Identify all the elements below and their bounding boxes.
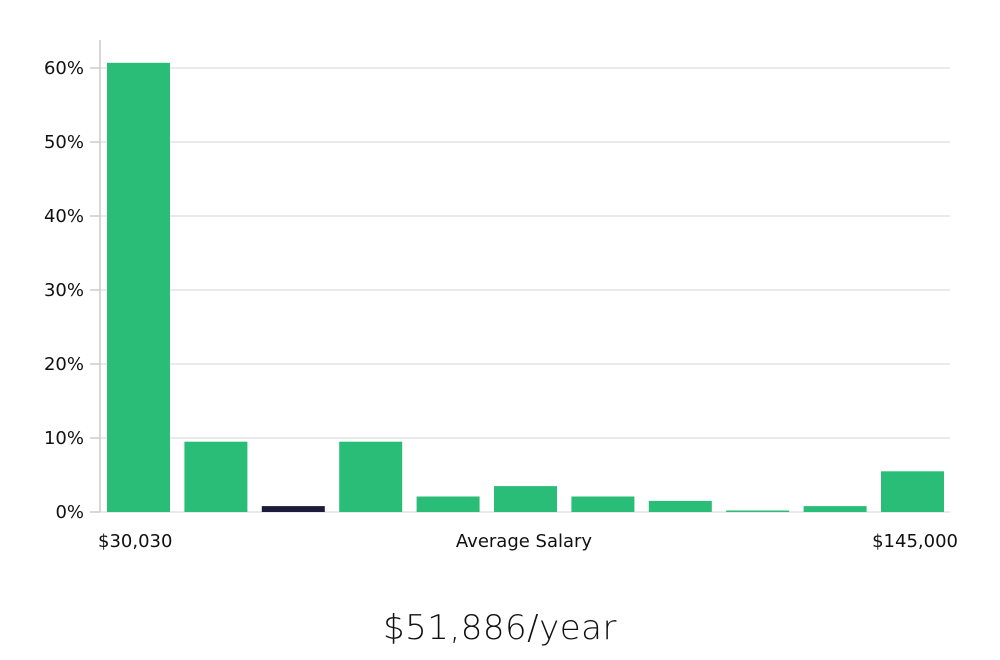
bars [107, 62, 944, 513]
salary-histogram: 0% 10% 20% 30% 40% 50% 60% $30,030 Average Sal… [44, 40, 958, 552]
x-center-label: Average Salary [456, 531, 593, 552]
bar-highlighted [261, 506, 325, 512]
bar [184, 441, 248, 512]
x-max-label: $145,000 [872, 531, 958, 552]
y-tick-label: 60% [44, 58, 84, 79]
y-tick-label: 40% [44, 206, 84, 227]
y-tick-label: 30% [44, 280, 84, 301]
y-tick-label: 50% [44, 132, 84, 153]
y-tick-label: 20% [44, 354, 84, 375]
bar [494, 486, 557, 512]
grid-lines [90, 67, 950, 513]
y-tick-label: 10% [44, 428, 84, 449]
x-labels: $30,030 Average Salary $145,000 [98, 531, 958, 552]
average-salary-value: $51,886/year [383, 608, 617, 648]
bar [339, 441, 403, 512]
bar [416, 496, 480, 512]
y-tick-label: 0% [55, 502, 84, 523]
y-tick-labels: 0% 10% 20% 30% 40% 50% 60% [44, 58, 84, 523]
bar [107, 62, 170, 513]
bar [881, 471, 944, 512]
bar [571, 496, 635, 512]
x-min-label: $30,030 [98, 531, 172, 552]
bar [726, 510, 790, 512]
bar [648, 500, 712, 512]
bar [803, 506, 867, 512]
